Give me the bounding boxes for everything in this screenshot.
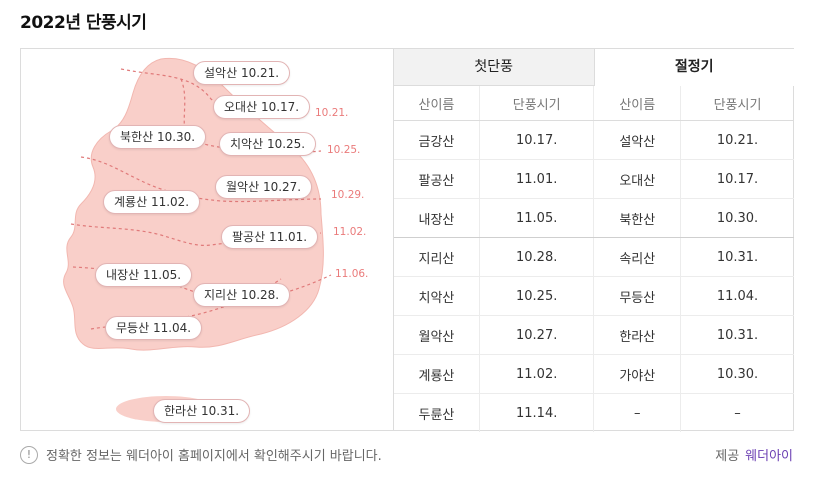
- table-row: 월악산 10.27. 한라산 10.31.: [394, 315, 794, 355]
- mountain-name-cell: 내장산: [394, 198, 480, 238]
- tab-first-foliage[interactable]: 첫단풍: [394, 49, 595, 86]
- map-pin-chiaksan[interactable]: 치악산 10.25.: [219, 132, 317, 156]
- table-row: 팔공산 11.01. 오대산 10.17.: [394, 159, 794, 199]
- foliage-date-cell: 11.05.: [479, 198, 595, 238]
- foliage-grid: 산이름 단풍시기 산이름 단풍시기 금강산 10.17. 설악산 10.21. 팔공산 1…: [394, 86, 794, 432]
- foliage-date-cell: 10.27.: [479, 315, 595, 355]
- foliage-date-cell: 11.01.: [479, 159, 595, 199]
- notice-text: 정확한 정보는 웨더아이 홈페이지에서 확인해주시기 바랍니다.: [46, 449, 382, 464]
- mountain-name-cell: 팔공산: [394, 159, 480, 199]
- map-pin-gyeryongsan[interactable]: 계룡산 11.02.: [103, 190, 201, 214]
- foliage-table: 첫단풍 절정기 산이름 단풍시기 산이름 단풍시기 금강산 10.17. 설악산 10…: [393, 49, 794, 432]
- mountain-name-cell: 무등산: [593, 276, 682, 316]
- mountain-name-cell: 속리산: [593, 237, 682, 277]
- table-header: 산이름 단풍시기 산이름 단풍시기: [394, 86, 794, 121]
- map-pin-woraksan[interactable]: 월악산 10.27.: [215, 175, 313, 199]
- mountain-name-cell: 계룡산: [394, 354, 480, 394]
- mountain-name-cell: 한라산: [593, 315, 682, 355]
- isoline-label: 10.29.: [331, 189, 365, 201]
- map-pin-naejangsan[interactable]: 내장산 11.05.: [95, 263, 193, 287]
- foliage-date-cell: 10.17.: [479, 120, 595, 160]
- mountain-name-cell: 지리산: [394, 237, 480, 277]
- foliage-date-cell: –: [734, 405, 741, 421]
- table-row: 치악산 10.25. 무등산 11.04.: [394, 276, 794, 316]
- column-header: 단풍시기: [680, 86, 794, 121]
- foliage-date-cell: 10.17.: [680, 159, 794, 199]
- notice: ! 정확한 정보는 웨더아이 홈페이지에서 확인해주시기 바랍니다.: [20, 445, 382, 464]
- table-row: 내장산 11.05. 북한산 10.30.: [394, 198, 794, 238]
- mountain-name-cell: 가야산: [593, 354, 682, 394]
- foliage-date-cell: 10.28.: [479, 237, 595, 277]
- table-row: 계룡산 11.02. 가야산 10.30.: [394, 354, 794, 394]
- page-title: 2022년 단풍시기: [20, 13, 147, 33]
- table-row: 두륜산 11.14. – –: [394, 393, 794, 432]
- map-pin-palgongsan[interactable]: 팔공산 11.01.: [221, 225, 319, 249]
- credit-label: 제공: [715, 449, 740, 464]
- mountain-name-cell: 두륜산: [394, 393, 480, 432]
- column-header: 단풍시기: [479, 86, 595, 121]
- foliage-date-cell: 10.30.: [680, 354, 794, 394]
- foliage-date-cell: 10.31.: [680, 315, 794, 355]
- table-row: 지리산 10.28. 속리산 10.31.: [394, 237, 794, 277]
- mountain-name-cell: 치악산: [394, 276, 480, 316]
- map-pin-jirisan[interactable]: 지리산 10.28.: [193, 283, 291, 307]
- foliage-date-cell: 11.14.: [479, 393, 595, 432]
- tab-bar: 첫단풍 절정기: [394, 49, 794, 86]
- map-pin-hallasan[interactable]: 한라산 10.31.: [153, 399, 251, 423]
- mountain-name-cell: 금강산: [394, 120, 480, 160]
- column-header: 산이름: [394, 86, 480, 121]
- foliage-date-cell: 10.25.: [479, 276, 595, 316]
- mountain-name-cell: 설악산: [593, 120, 682, 160]
- isoline-label: 11.02.: [333, 226, 367, 238]
- foliage-date-cell: 11.02.: [479, 354, 595, 394]
- map-pin-odaesan[interactable]: 오대산 10.17.: [213, 95, 311, 119]
- tab-peak-foliage[interactable]: 절정기: [594, 49, 794, 86]
- info-icon: !: [20, 445, 38, 464]
- map-pin-seoraksan[interactable]: 설악산 10.21.: [193, 61, 291, 85]
- map-pin-mudeungsan[interactable]: 무등산 11.04.: [105, 316, 203, 340]
- foliage-date-cell: 10.31.: [680, 237, 794, 277]
- foliage-date-cell: 10.21.: [680, 120, 794, 160]
- credit-brand-link[interactable]: 웨더아이: [745, 449, 793, 464]
- isoline-label: 10.25.: [327, 144, 361, 156]
- column-header: 산이름: [593, 86, 682, 121]
- credit: 제공 웨더아이: [715, 445, 793, 464]
- map-pin-bukhansan[interactable]: 북한산 10.30.: [109, 125, 207, 149]
- mountain-name-cell: 월악산: [394, 315, 480, 355]
- table-row: 금강산 10.17. 설악산 10.21.: [394, 120, 794, 160]
- foliage-panel: 설악산 10.21. 오대산 10.17. 북한산 10.30. 치악산 10.…: [20, 48, 794, 432]
- foliage-date-cell: 10.30.: [680, 198, 794, 238]
- mountain-name-cell: 오대산: [593, 159, 682, 199]
- foliage-map: 설악산 10.21. 오대산 10.17. 북한산 10.30. 치악산 10.…: [21, 49, 393, 430]
- mountain-name-cell: 북한산: [593, 198, 682, 238]
- isoline-label: 10.21.: [315, 107, 349, 119]
- mountain-name-cell: –: [593, 393, 682, 432]
- foliage-date-cell: 11.04.: [680, 276, 794, 316]
- isoline-label: 11.06.: [335, 268, 369, 280]
